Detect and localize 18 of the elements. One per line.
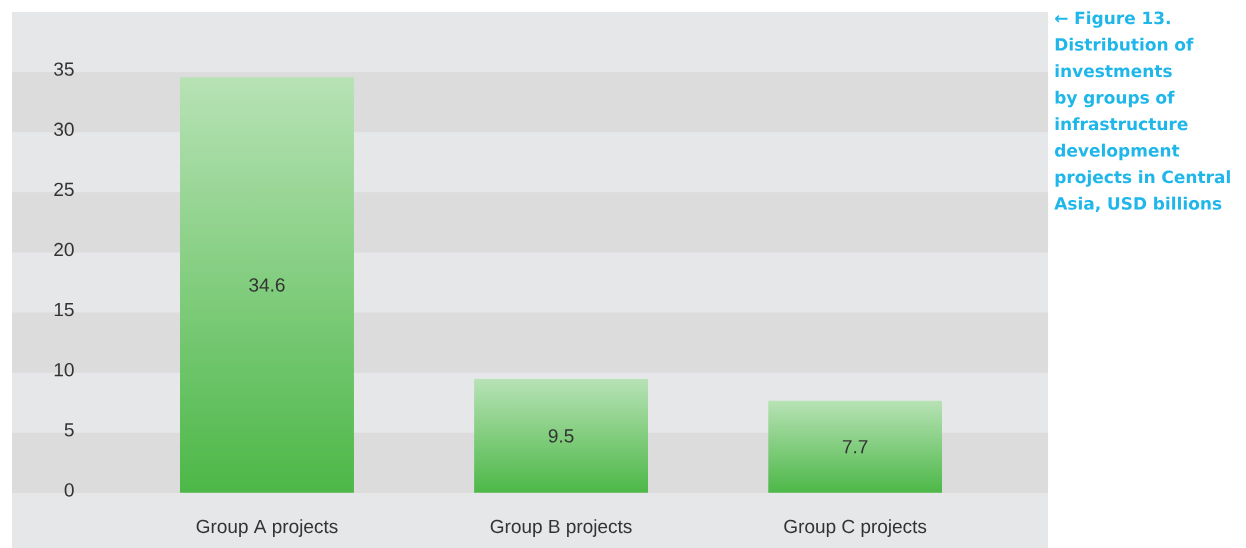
y-tick-label: 25 (54, 182, 74, 197)
bar (474, 378, 649, 493)
x-tick-label: Group C projects (784, 519, 927, 537)
y-tick-label: 15 (54, 302, 74, 317)
bar (179, 77, 354, 493)
x-tick-label: Group B projects (490, 519, 632, 537)
text: ← Figure 13. Distribution of investments by groups of infrastructure development projects in Central Asia, USD billions (1054, 11, 1230, 213)
y-tick-label: 20 (54, 242, 74, 257)
x-tick-label: Group A projects (196, 519, 338, 537)
y-tick-label: 30 (54, 122, 74, 136)
y-tick-label: 5 (64, 423, 74, 437)
data-label: 9.5 (548, 429, 574, 443)
y-tick-label: 10 (54, 363, 74, 377)
data-label: 7.7 (842, 440, 868, 454)
data-label: 34.6 (249, 278, 285, 292)
bar (768, 400, 943, 493)
y-tick-label: 0 (64, 483, 74, 497)
y-tick-label: 35 (54, 62, 74, 76)
